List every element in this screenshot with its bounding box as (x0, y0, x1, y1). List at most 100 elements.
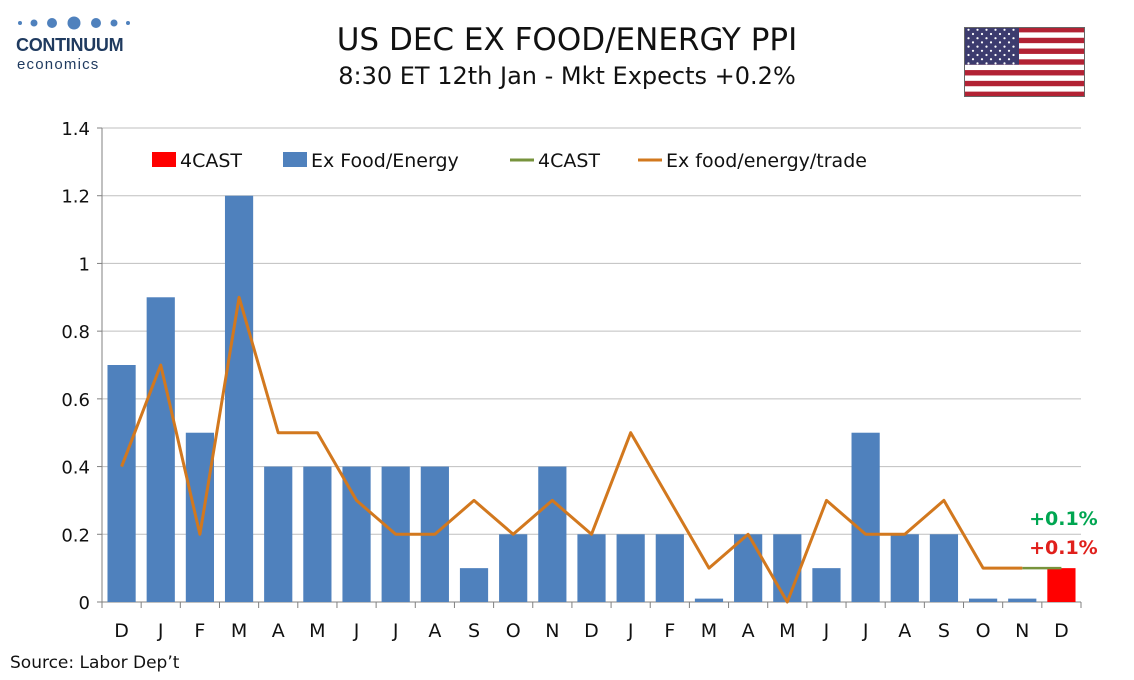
flag-star (1012, 53, 1015, 57)
flag-star (976, 37, 979, 40)
flag-stripe (964, 37, 1085, 44)
x-tick-label: N (1015, 620, 1029, 642)
data-bar (538, 466, 567, 602)
legend-label: 4CAST (180, 150, 242, 172)
x-tick-label: M (701, 620, 717, 642)
flag-star (1007, 49, 1011, 52)
flag-star (994, 53, 997, 57)
x-tick-label: M (309, 620, 325, 642)
data-bar (499, 534, 528, 602)
y-tick-label: 1.2 (61, 187, 90, 208)
flag-star (1003, 28, 1006, 31)
legend-swatch (283, 152, 307, 167)
data-bar (577, 534, 606, 602)
x-tick-label: O (506, 620, 521, 642)
trade-line (120, 295, 1023, 604)
data-bar (655, 534, 684, 602)
legend-label: Ex Food/Energy (311, 150, 459, 172)
legend-label: 4CAST (538, 150, 600, 172)
chart-subtitle: 8:30 ET 12th Jan - Mkt Expects +0.2% (338, 62, 796, 90)
flag-star (989, 41, 993, 44)
flag-star (1012, 28, 1015, 31)
flag-stripe (964, 80, 1085, 87)
forecast-annotation: +0.1% (1029, 508, 1098, 530)
x-tick-label: S (938, 620, 950, 642)
flag-star (1003, 53, 1006, 57)
flag-star (971, 58, 975, 61)
x-tick-label: J (862, 620, 869, 642)
x-tick-label: A (272, 620, 285, 642)
flag-star (1007, 32, 1011, 36)
y-tick-label: 0.4 (61, 458, 90, 479)
data-bar (694, 598, 724, 602)
flag-stripe (964, 70, 1085, 76)
flag-star (989, 58, 993, 61)
logo-brand-text: CONTINUUM (16, 35, 124, 55)
x-tick-label: A (428, 620, 441, 642)
x-tick-label: J (627, 620, 634, 642)
forecast-annotation: +0.1% (1029, 537, 1098, 559)
flag-star (971, 41, 975, 44)
x-tick-label: A (898, 620, 911, 642)
flag-star (967, 45, 970, 48)
source-note: Source: Labor Dep’t (10, 653, 180, 673)
flag-star (994, 28, 997, 31)
flag-star (980, 58, 984, 61)
legend-swatch (152, 152, 176, 167)
data-bar (851, 432, 880, 602)
data-bar (969, 598, 998, 602)
y-tick-label: 1.4 (61, 119, 90, 140)
flag-star (967, 53, 970, 57)
logo-dots-icon (18, 16, 130, 30)
x-tick-label: N (545, 620, 559, 642)
data-bar (773, 534, 802, 602)
x-tick-label: D (114, 620, 129, 642)
flag-star (971, 49, 975, 52)
flag-star (967, 28, 970, 31)
x-tick-label: O (976, 620, 991, 642)
flag-star (1007, 41, 1011, 44)
legend-label: Ex food/energy/trade (666, 150, 867, 172)
flag-stripe (964, 48, 1085, 54)
data-bar (264, 466, 293, 602)
flag-star (998, 32, 1002, 36)
data-bar (459, 568, 489, 602)
x-tick-label: S (468, 620, 480, 642)
flag-stripe (964, 91, 1085, 97)
data-bar (734, 534, 763, 602)
flag-star (985, 28, 988, 31)
flag-star (980, 49, 984, 52)
flag-star (1012, 37, 1015, 40)
x-tick-label: J (157, 620, 164, 642)
flag-star (980, 32, 984, 36)
flag-star (971, 32, 975, 36)
x-tick-label: F (194, 620, 205, 642)
flag-star (1012, 62, 1015, 65)
y-tick-label: 0.8 (61, 322, 90, 343)
x-tick-label: D (584, 620, 599, 642)
x-tick-label: D (1054, 620, 1069, 642)
flag-star (989, 32, 993, 36)
x-tick-label: M (231, 620, 247, 642)
flag-star (998, 58, 1002, 61)
x-tick-label: J (823, 620, 830, 642)
flag-star (976, 53, 979, 57)
data-bar (107, 365, 136, 602)
x-tick-label: M (779, 620, 795, 642)
flag-star (985, 62, 988, 65)
flag-border (964, 27, 1085, 97)
forecast-bar (1047, 568, 1076, 602)
flag-star (980, 41, 984, 44)
flag-star (985, 53, 988, 57)
data-bar (812, 568, 841, 602)
flag-star (976, 28, 979, 31)
flag-star (967, 37, 970, 40)
data-bar (1008, 598, 1037, 602)
flag-stripe (964, 27, 1085, 33)
flag-star (989, 49, 993, 52)
data-bar (224, 195, 254, 602)
flag-star (1007, 58, 1011, 61)
data-bar (303, 466, 332, 602)
flag-star (1012, 45, 1015, 48)
